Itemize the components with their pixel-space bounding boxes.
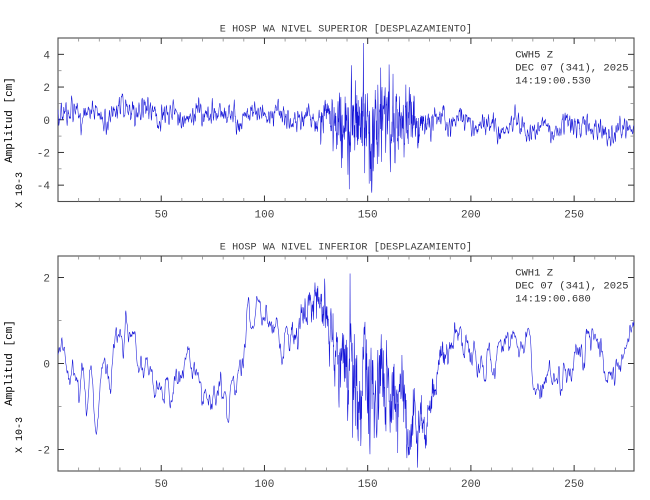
svg-text:DEC 07 (341), 2025: DEC 07 (341), 2025 — [515, 63, 628, 75]
svg-text:200: 200 — [461, 210, 481, 222]
svg-text:4: 4 — [43, 50, 50, 62]
svg-text:0: 0 — [43, 116, 50, 128]
svg-text:X 10-3: X 10-3 — [15, 417, 26, 453]
svg-text:Amplitud [cm]: Amplitud [cm] — [4, 77, 16, 163]
svg-text:14:19:00.530: 14:19:00.530 — [515, 76, 591, 88]
svg-text:0: 0 — [43, 360, 50, 372]
svg-text:2: 2 — [43, 83, 50, 95]
svg-text:-4: -4 — [37, 181, 51, 193]
svg-text:200: 200 — [461, 479, 481, 491]
svg-text:Amplitud [cm]: Amplitud [cm] — [4, 320, 16, 406]
svg-text:E HOSP WA NIVEL INFERIOR [DESP: E HOSP WA NIVEL INFERIOR [DESPLAZAMIENTO… — [220, 242, 472, 254]
svg-text:250: 250 — [564, 210, 584, 222]
svg-text:100: 100 — [255, 210, 275, 222]
svg-text:X 10-3: X 10-3 — [15, 172, 26, 208]
svg-text:2: 2 — [43, 274, 50, 286]
svg-text:-2: -2 — [37, 446, 50, 458]
svg-text:150: 150 — [358, 210, 378, 222]
svg-text:DEC 07 (341), 2025: DEC 07 (341), 2025 — [515, 281, 628, 293]
svg-text:E HOSP WA NIVEL SUPERIOR [DESP: E HOSP WA NIVEL SUPERIOR [DESPLAZAMIENTO… — [220, 24, 472, 36]
svg-text:-2: -2 — [37, 148, 50, 160]
svg-text:150: 150 — [358, 479, 378, 491]
svg-text:50: 50 — [155, 210, 168, 222]
svg-text:50: 50 — [155, 479, 168, 491]
svg-text:CWH1 Z: CWH1 Z — [515, 268, 553, 280]
svg-text:250: 250 — [564, 479, 584, 491]
svg-text:CWH5 Z: CWH5 Z — [515, 50, 553, 62]
svg-text:100: 100 — [255, 479, 275, 491]
svg-text:14:19:00.680: 14:19:00.680 — [515, 294, 591, 306]
